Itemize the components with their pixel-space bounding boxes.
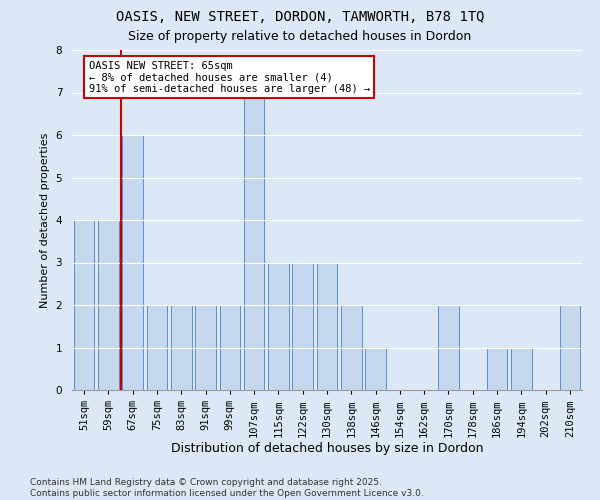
Text: Size of property relative to detached houses in Dordon: Size of property relative to detached ho…	[128, 30, 472, 43]
Bar	[220, 305, 240, 390]
Bar	[122, 135, 143, 390]
Bar	[438, 305, 459, 390]
Y-axis label: Number of detached properties: Number of detached properties	[40, 132, 50, 308]
Bar	[98, 220, 119, 390]
Bar	[365, 348, 386, 390]
Text: Contains HM Land Registry data © Crown copyright and database right 2025.
Contai: Contains HM Land Registry data © Crown c…	[30, 478, 424, 498]
X-axis label: Distribution of detached houses by size in Dordon: Distribution of detached houses by size …	[171, 442, 483, 455]
Bar	[146, 305, 167, 390]
Bar	[74, 220, 94, 390]
Bar	[171, 305, 191, 390]
Bar	[292, 262, 313, 390]
Bar	[244, 92, 265, 390]
Bar	[511, 348, 532, 390]
Bar	[487, 348, 508, 390]
Text: OASIS, NEW STREET, DORDON, TAMWORTH, B78 1TQ: OASIS, NEW STREET, DORDON, TAMWORTH, B78…	[116, 10, 484, 24]
Bar	[560, 305, 580, 390]
Bar	[341, 305, 362, 390]
Bar	[268, 262, 289, 390]
Bar	[195, 305, 216, 390]
Text: OASIS NEW STREET: 65sqm
← 8% of detached houses are smaller (4)
91% of semi-deta: OASIS NEW STREET: 65sqm ← 8% of detached…	[89, 60, 370, 94]
Bar	[317, 262, 337, 390]
